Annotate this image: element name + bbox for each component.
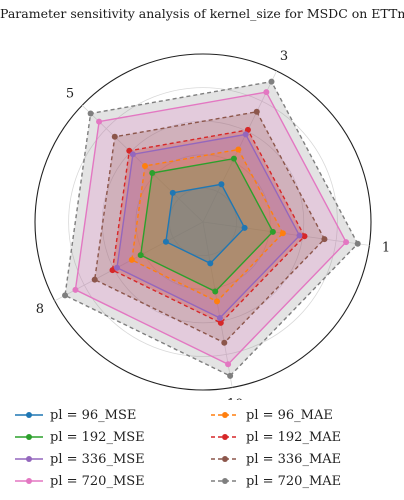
series-pl-720-mse: [72, 89, 350, 368]
legend-label-pl-336-mae: pl = 336_MAE: [246, 451, 342, 467]
point-pl-96-mae-axis-5: [141, 162, 148, 169]
point-pl-720-mse-axis-10: [225, 361, 232, 368]
legend-item-pl-192-mae: pl = 192_MAE: [210, 427, 341, 447]
legend-swatch-pl-336-mse: [15, 456, 43, 462]
point-pl-192-mse-axis-3: [230, 155, 237, 162]
point-pl-96-mae-axis-10: [214, 298, 221, 305]
legend-label-pl-336-mse: pl = 336_MSE: [50, 451, 145, 467]
series-layer: [62, 78, 361, 379]
legend-label-pl-720-mae: pl = 720_MAE: [246, 473, 342, 489]
point-pl-96-mae-axis-3: [235, 146, 242, 153]
axis-label-10: 10: [227, 397, 244, 400]
point-pl-192-mse-axis-5: [149, 169, 156, 176]
point-pl-720-mse-axis-8: [72, 286, 79, 293]
point-pl-96-mae-axis-1: [279, 230, 286, 237]
point-pl-720-mae-axis-8: [62, 292, 69, 299]
point-pl-336-mae-axis-8: [91, 276, 98, 283]
grid-circle-5: [34, 53, 372, 391]
point-pl-192-mse-axis-10: [212, 288, 219, 295]
spoke-5: [81, 105, 204, 223]
legend-label-pl-720-mse: pl = 720_MSE: [50, 473, 145, 489]
point-pl-336-mae-axis-3: [253, 108, 260, 115]
series-area-pl-336-mse: [116, 133, 301, 319]
point-pl-720-mse-axis-3: [263, 89, 270, 96]
spoke-10: [202, 221, 233, 388]
point-pl-336-mae-axis-5: [111, 133, 118, 140]
grid-circle-2: [135, 154, 271, 290]
radar-chart: 1 3 5 8 10: [34, 49, 390, 400]
legend-swatch-pl-96-mae: [211, 412, 239, 418]
point-pl-720-mae-axis-5: [87, 110, 94, 117]
point-pl-336-mae-axis-10: [221, 339, 228, 346]
legend-item-pl-720-mae: pl = 720_MAE: [210, 471, 341, 491]
legend-item-pl-720-mse: pl = 720_MSE: [14, 471, 145, 491]
axis-label-3: 3: [280, 49, 288, 64]
point-pl-336-mse-axis-8: [113, 264, 120, 271]
point-pl-336-mse-axis-3: [242, 131, 249, 138]
legend-item-pl-96-mae: pl = 96_MAE: [210, 405, 333, 425]
legend-swatch-pl-192-mae: [211, 434, 239, 440]
legend-swatch-pl-336-mae: [211, 456, 239, 462]
axis-label-1: 1: [382, 241, 390, 256]
legend-label-pl-192-mae: pl = 192_MAE: [246, 429, 342, 445]
series-pl-336-mse: [113, 131, 303, 321]
series-area-pl-96-mae: [131, 148, 284, 303]
point-pl-336-mae-axis-1: [321, 236, 328, 243]
point-pl-336-mse-axis-10: [216, 314, 223, 321]
spoke-3: [202, 70, 278, 223]
grid-circle-1: [168, 187, 237, 256]
point-pl-720-mae-axis-3: [268, 78, 275, 85]
legend-swatch-pl-720-mse: [15, 478, 43, 484]
point-pl-720-mae-axis-1: [354, 240, 361, 247]
legend-swatch-pl-96-mse: [15, 412, 43, 418]
legend-item-pl-192-mse: pl = 192_MSE: [14, 427, 145, 447]
point-pl-192-mae-axis-8: [109, 267, 116, 274]
series-area-pl-720-mae: [64, 80, 359, 377]
spoke-1: [202, 221, 370, 246]
point-pl-96-mse-axis-5: [169, 189, 176, 196]
series-pl-720-mae: [62, 78, 361, 379]
legend-item-pl-336-mae: pl = 336_MAE: [210, 449, 341, 469]
point-pl-96-mse-axis-3: [218, 181, 225, 188]
series-area-pl-720-mse: [74, 91, 347, 366]
legend-swatch-pl-720-mae: [211, 478, 239, 484]
legend: pl = 96_MSE pl = 192_MSE pl = 336_MSE pl = …: [14, 405, 394, 497]
axis-label-8: 8: [36, 302, 44, 317]
series-pl-96-mse: [162, 181, 248, 267]
chart-title: Parameter sensitivity analysis of kernel…: [0, 6, 404, 21]
point-pl-192-mse-axis-1: [269, 228, 276, 235]
point-pl-96-mae-axis-8: [128, 256, 135, 263]
point-pl-192-mae-axis-10: [217, 319, 224, 326]
series-area-pl-96-mse: [165, 183, 246, 265]
legend-swatch-pl-192-mse: [15, 434, 43, 440]
point-pl-96-mse-axis-8: [162, 238, 169, 245]
point-pl-720-mse-axis-5: [96, 118, 103, 125]
point-pl-96-mse-axis-1: [241, 224, 248, 231]
point-pl-720-mse-axis-1: [343, 239, 350, 246]
point-pl-336-mse-axis-1: [296, 232, 303, 239]
grid-circle-4: [68, 87, 338, 357]
axis-label-5: 5: [66, 87, 74, 102]
point-pl-192-mae-axis-3: [244, 126, 251, 133]
legend-label-pl-96-mse: pl = 96_MSE: [50, 407, 137, 423]
point-pl-192-mse-axis-8: [137, 252, 144, 259]
point-pl-96-mse-axis-10: [207, 260, 214, 267]
point-pl-336-mse-axis-5: [129, 151, 136, 158]
point-pl-720-mae-axis-10: [227, 372, 234, 379]
point-pl-192-mae-axis-1: [301, 233, 308, 240]
legend-item-pl-336-mse: pl = 336_MSE: [14, 449, 145, 469]
legend-label-pl-192-mse: pl = 192_MSE: [50, 429, 145, 445]
series-pl-96-mae: [128, 146, 286, 305]
spoke-8: [54, 221, 204, 302]
axis-labels: 1 3 5 8 10: [36, 49, 390, 400]
legend-label-pl-96-mae: pl = 96_MAE: [246, 407, 333, 423]
legend-item-pl-96-mse: pl = 96_MSE: [14, 405, 136, 425]
